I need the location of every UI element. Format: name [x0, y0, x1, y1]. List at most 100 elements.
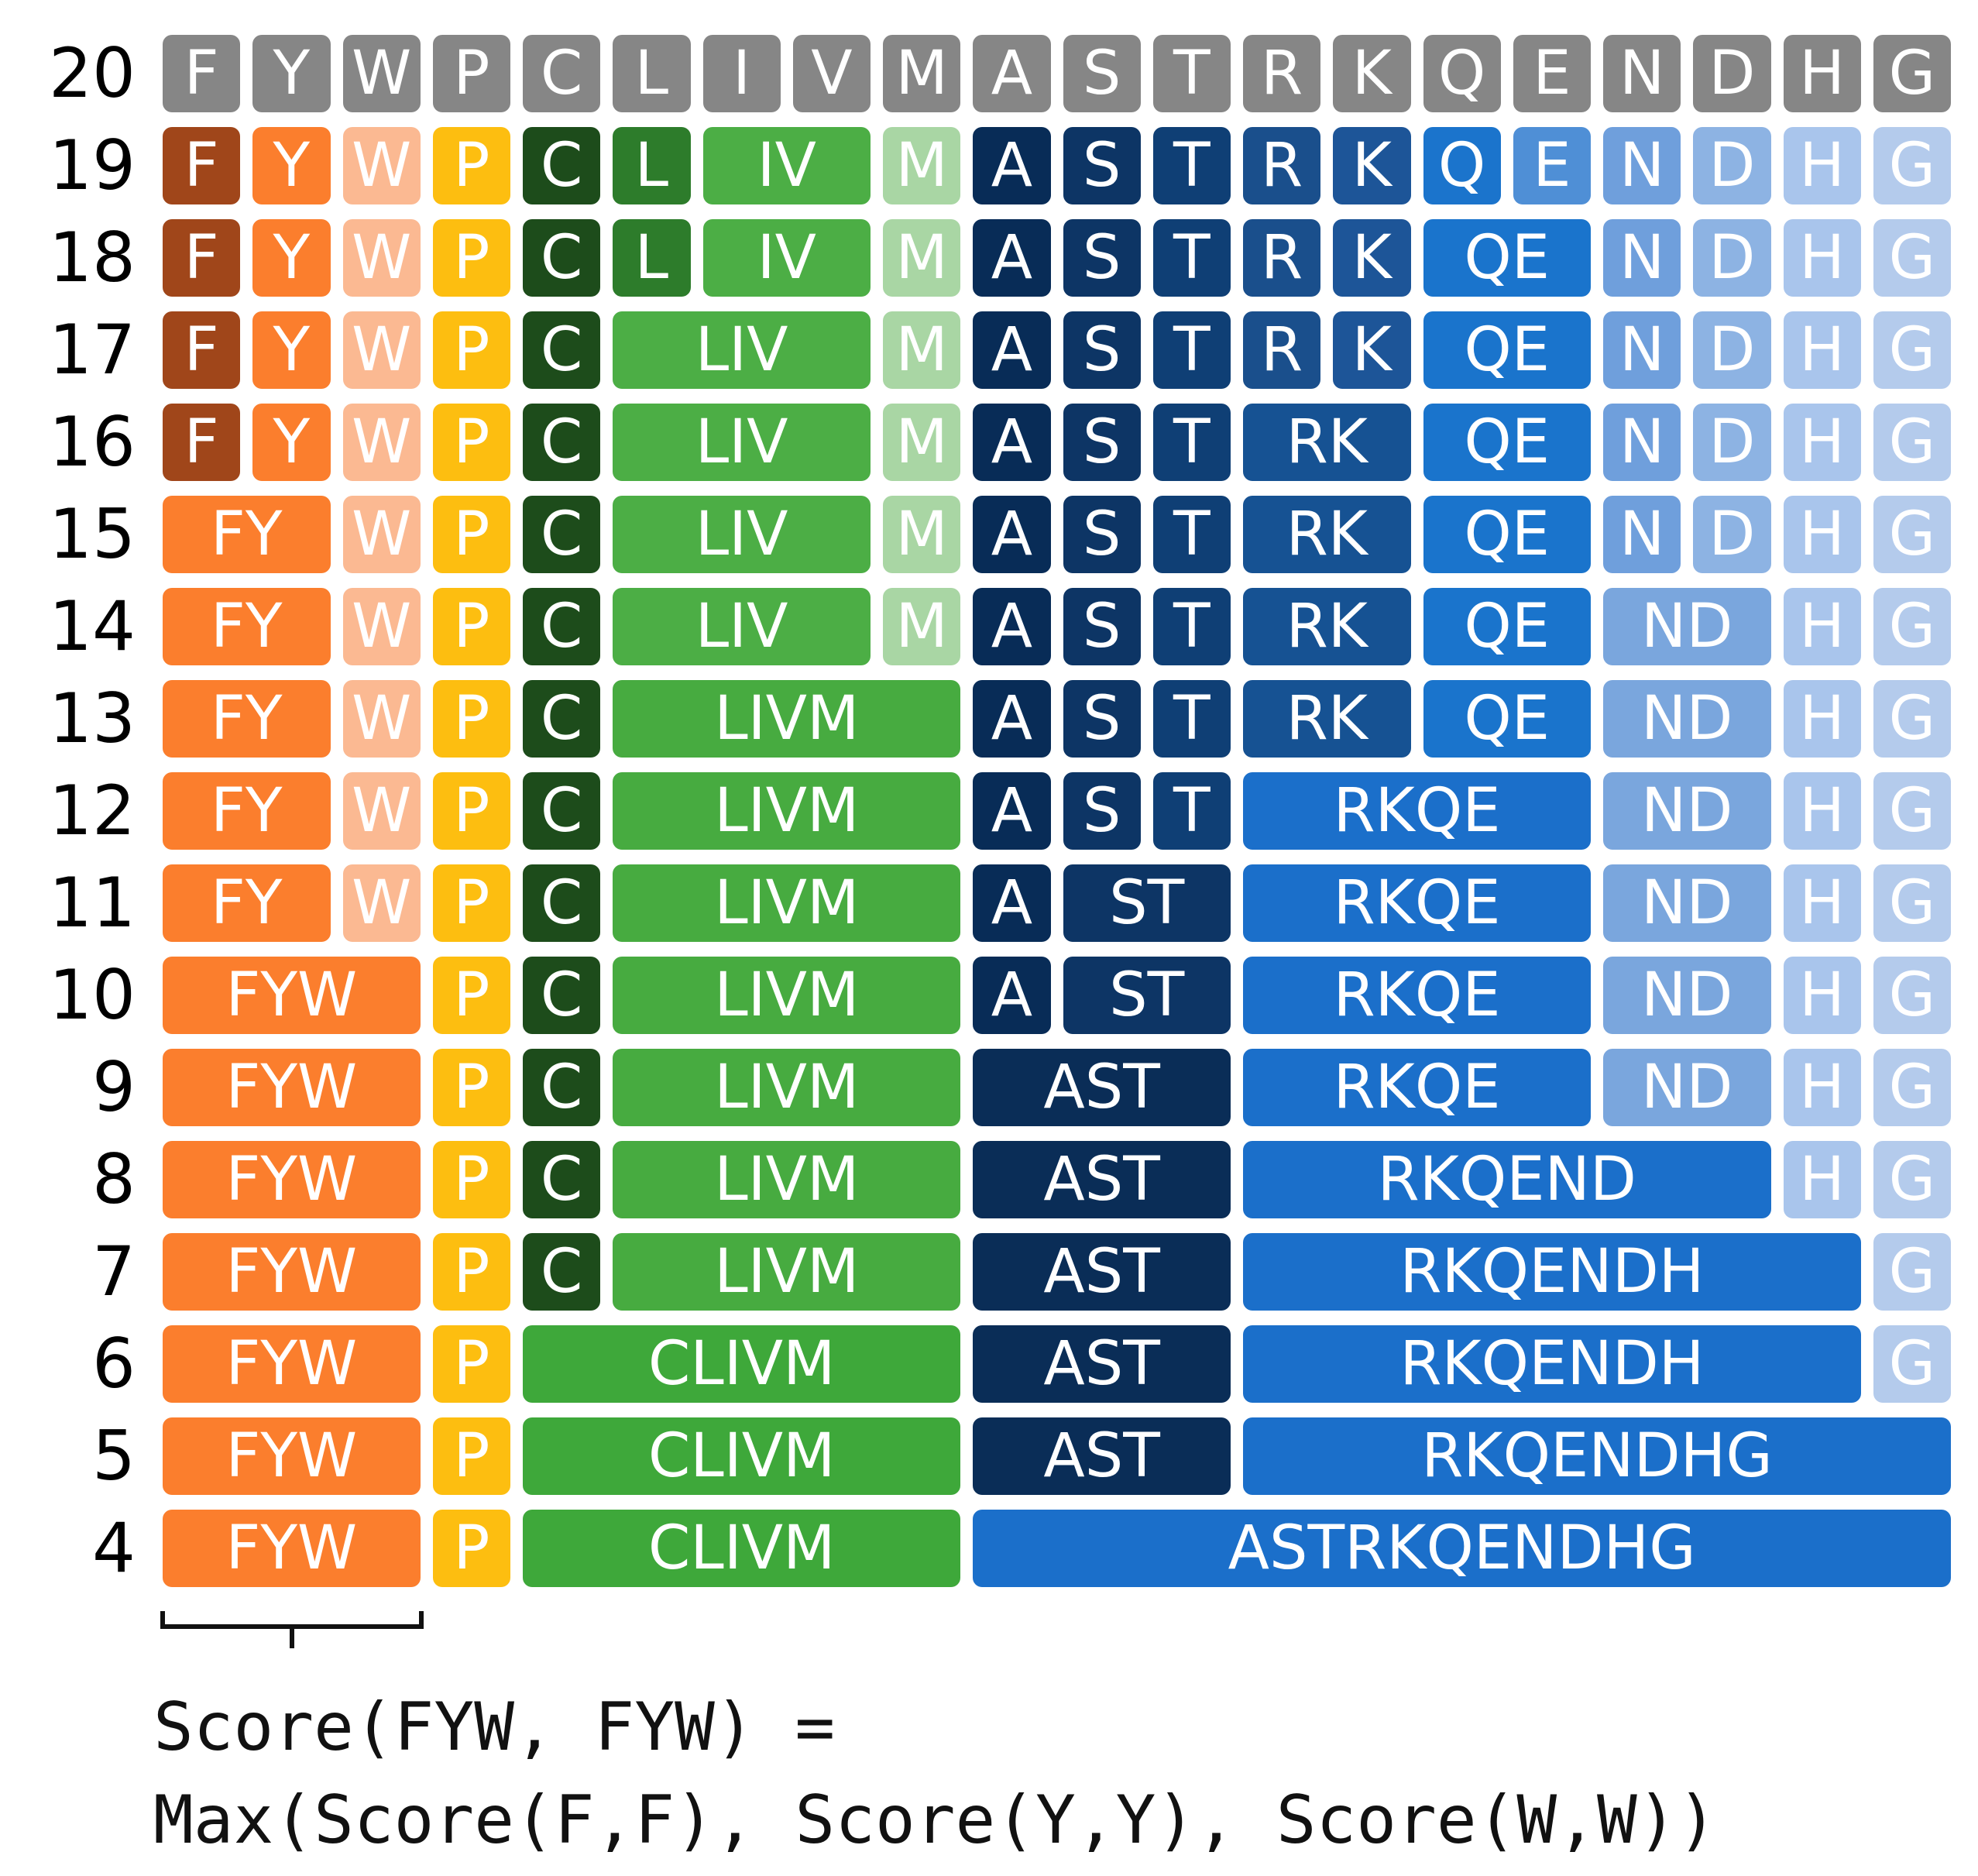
- group-block: LIV: [613, 496, 871, 573]
- group-block: T: [1152, 496, 1231, 573]
- group-block: I: [702, 35, 781, 112]
- group-block: G: [1873, 588, 1951, 665]
- row-label: 8: [92, 1139, 136, 1219]
- group-block: A: [973, 957, 1051, 1034]
- group-block: RKQEND: [1243, 1141, 1771, 1218]
- group-block: L: [613, 35, 691, 112]
- group-block: C: [523, 35, 601, 112]
- group-block: T: [1152, 35, 1231, 112]
- group-block: FYW: [163, 957, 421, 1034]
- group-block: P: [432, 1233, 510, 1311]
- group-block: C: [523, 1141, 601, 1218]
- fyw-bracket: [160, 1611, 424, 1648]
- group-block: H: [1783, 219, 1861, 297]
- row-label: 11: [49, 863, 136, 943]
- group-block: FYW: [163, 1417, 421, 1495]
- group-block: R: [1243, 311, 1321, 389]
- group-block: RK: [1243, 588, 1411, 665]
- group-block: FY: [163, 496, 331, 573]
- group-block: H: [1783, 404, 1861, 481]
- group-block: F: [163, 404, 241, 481]
- group-block: RKQE: [1243, 864, 1591, 942]
- group-block: T: [1152, 404, 1231, 481]
- group-block: LIV: [613, 588, 871, 665]
- group-block: RKQENDH: [1243, 1233, 1861, 1311]
- group-block: QE: [1423, 219, 1591, 297]
- formula-line-1: Score(FYW, FYW) =: [153, 1689, 836, 1766]
- group-block: Q: [1423, 35, 1501, 112]
- group-block: LIV: [613, 311, 871, 389]
- group-block: T: [1152, 311, 1231, 389]
- group-block: G: [1873, 127, 1951, 204]
- group-block: P: [432, 311, 510, 389]
- group-block: A: [973, 404, 1051, 481]
- group-block: W: [342, 219, 421, 297]
- group-block: IV: [702, 127, 871, 204]
- group-block: H: [1783, 1049, 1861, 1126]
- group-block: A: [973, 772, 1051, 850]
- group-block: S: [1063, 496, 1141, 573]
- formula-line-2: Max(Score(F,F), Score(Y,Y), Score(W,W)): [153, 1782, 1718, 1859]
- group-block: N: [1603, 35, 1681, 112]
- group-block: P: [432, 219, 510, 297]
- row-label: 7: [92, 1232, 136, 1311]
- group-block: D: [1693, 219, 1771, 297]
- row-label: 12: [49, 771, 136, 850]
- group-block: Y: [252, 404, 331, 481]
- group-block: IV: [702, 219, 871, 297]
- group-block: T: [1152, 588, 1231, 665]
- group-block: AST: [973, 1141, 1231, 1218]
- group-block: LIVM: [613, 864, 961, 942]
- group-block: RKQE: [1243, 772, 1591, 850]
- group-block: Y: [252, 311, 331, 389]
- group-block: W: [342, 496, 421, 573]
- group-block: H: [1783, 496, 1861, 573]
- group-block: T: [1152, 772, 1231, 850]
- group-block: T: [1152, 680, 1231, 758]
- group-block: C: [523, 680, 601, 758]
- row-label: 4: [92, 1508, 136, 1588]
- group-block: N: [1603, 219, 1681, 297]
- group-block: FYW: [163, 1233, 421, 1311]
- row-label: 16: [49, 402, 136, 482]
- group-block: LIVM: [613, 1049, 961, 1126]
- group-block: RKQE: [1243, 1049, 1591, 1126]
- group-block: C: [523, 219, 601, 297]
- group-block: D: [1693, 311, 1771, 389]
- group-block: P: [432, 588, 510, 665]
- group-block: H: [1783, 957, 1861, 1034]
- group-block: S: [1063, 219, 1141, 297]
- group-block: CLIVM: [523, 1417, 961, 1495]
- group-block: ND: [1603, 772, 1771, 850]
- group-block: P: [432, 957, 510, 1034]
- group-block: S: [1063, 680, 1141, 758]
- group-block: A: [973, 127, 1051, 204]
- group-block: S: [1063, 588, 1141, 665]
- group-block: C: [523, 1049, 601, 1126]
- group-block: M: [883, 127, 961, 204]
- row-label: 17: [49, 310, 136, 390]
- group-block: S: [1063, 127, 1141, 204]
- group-block: A: [973, 35, 1051, 112]
- group-block: F: [163, 311, 241, 389]
- group-block: AST: [973, 1325, 1231, 1403]
- group-block: W: [342, 311, 421, 389]
- group-block: RKQENDHG: [1243, 1417, 1951, 1495]
- group-block: H: [1783, 35, 1861, 112]
- group-block: P: [432, 127, 510, 204]
- group-block: R: [1243, 35, 1321, 112]
- group-block: AST: [973, 1049, 1231, 1126]
- group-block: M: [883, 588, 961, 665]
- group-block: FY: [163, 680, 331, 758]
- group-block: CLIVM: [523, 1325, 961, 1403]
- row-label: 9: [92, 1047, 136, 1127]
- group-block: P: [432, 496, 510, 573]
- group-block: ND: [1603, 588, 1771, 665]
- group-block: LIV: [613, 404, 871, 481]
- group-block: W: [342, 588, 421, 665]
- row-label: 13: [49, 679, 136, 758]
- group-block: G: [1873, 35, 1951, 112]
- group-block: K: [1333, 311, 1411, 389]
- group-block: QE: [1423, 311, 1591, 389]
- group-block: C: [523, 127, 601, 204]
